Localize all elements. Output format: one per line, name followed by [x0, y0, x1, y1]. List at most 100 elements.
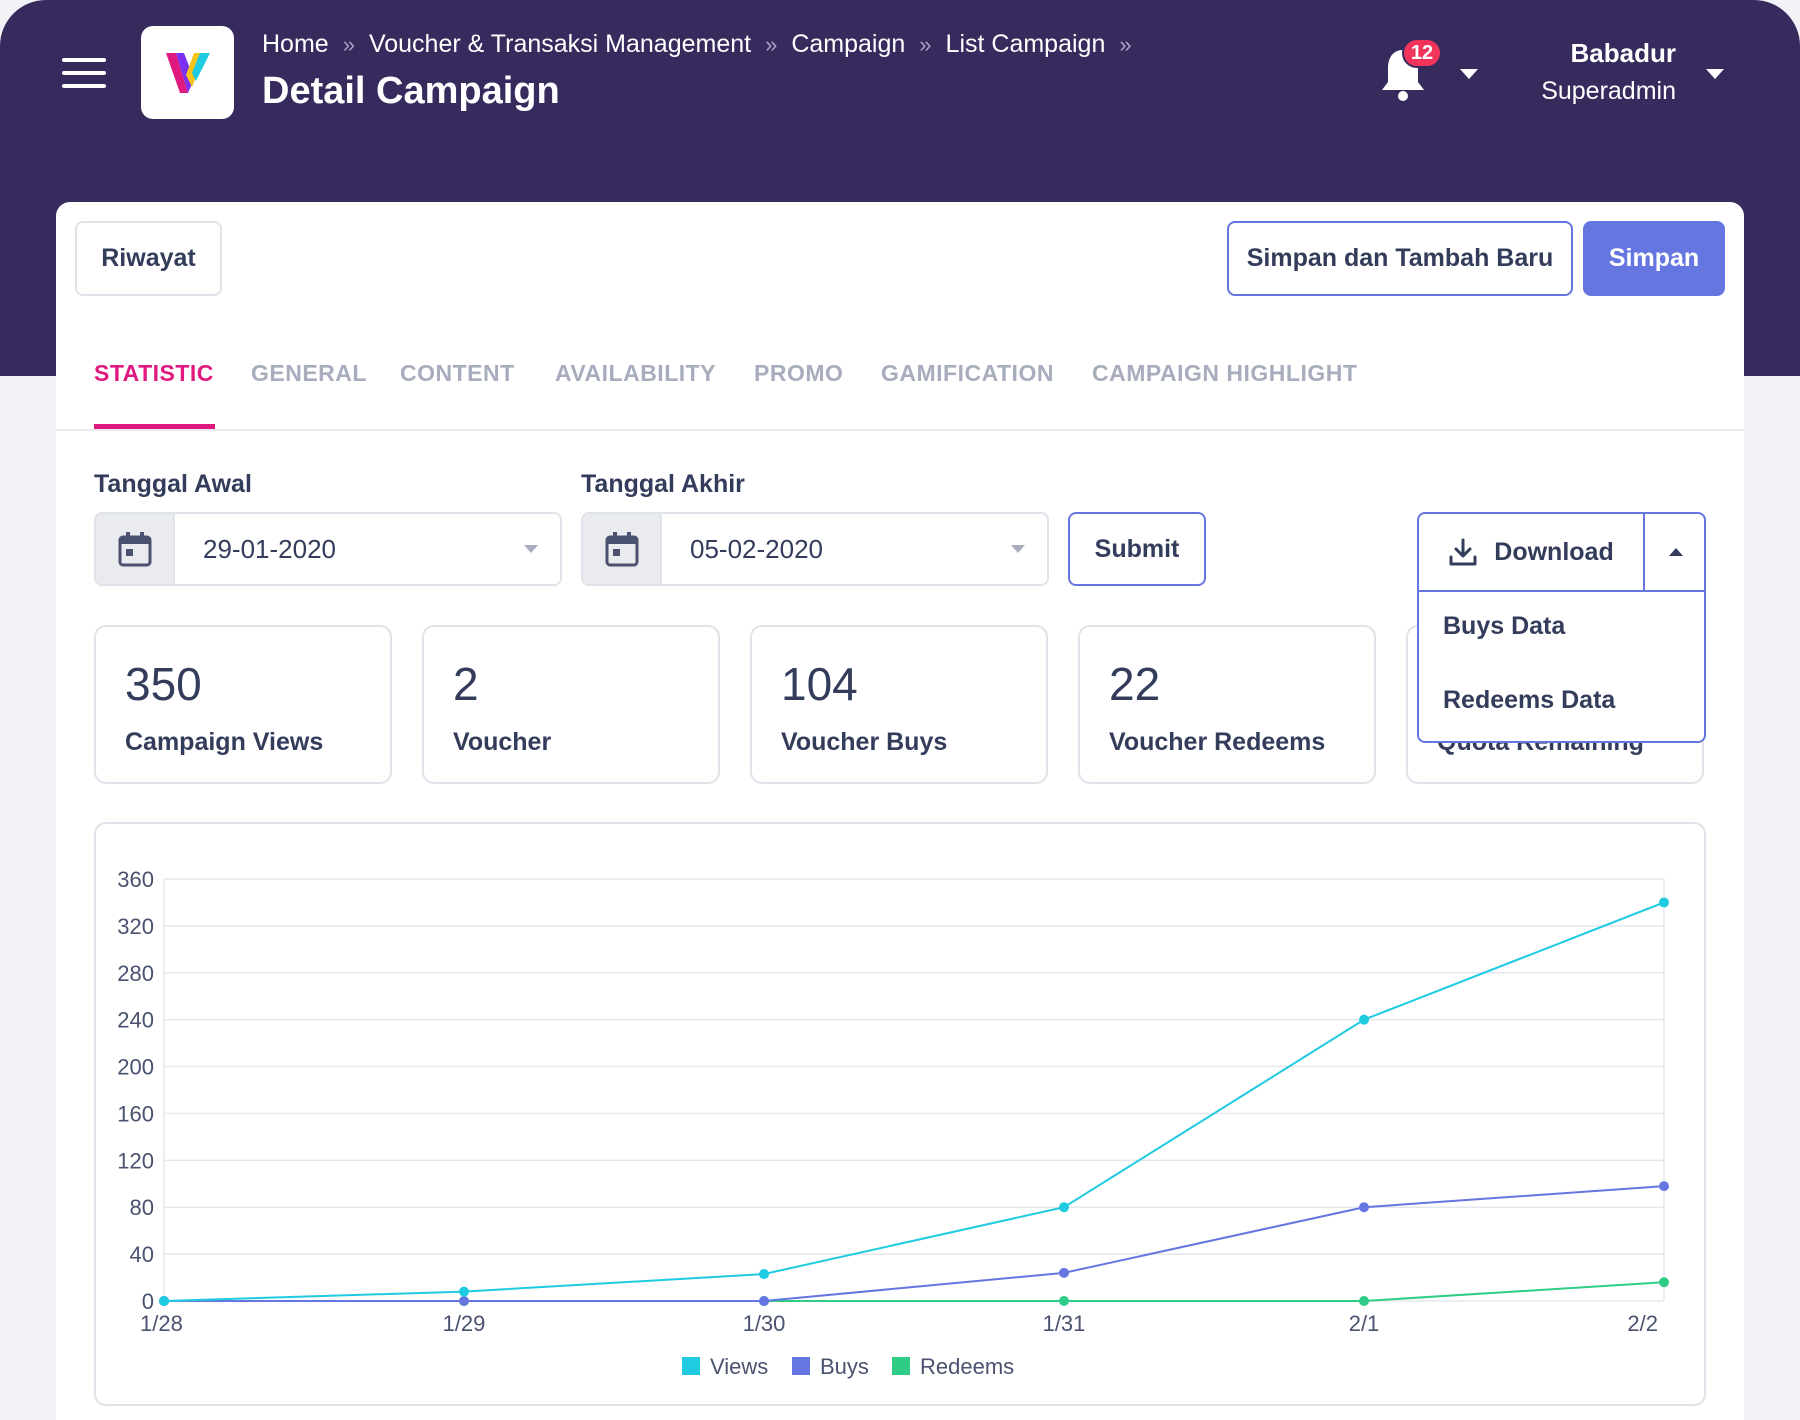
- end-date-field[interactable]: 05-02-2020: [581, 512, 1049, 586]
- x-tick-label: 1/29: [443, 1311, 486, 1336]
- x-tick-label: 1/31: [1043, 1311, 1086, 1336]
- tab-bar: STATISTIC GENERAL CONTENT AVAILABILITY P…: [56, 326, 1744, 431]
- series-line-views: [163, 901, 1665, 1302]
- download-icon: [1449, 538, 1477, 566]
- notification-chevron-down-icon[interactable]: [1460, 69, 1478, 79]
- download-button-group: Download: [1419, 514, 1704, 592]
- stat-value: 104: [781, 658, 858, 710]
- data-point-views: [1659, 897, 1669, 908]
- start-date-value: 29-01-2020: [203, 533, 336, 564]
- x-tick-label: 2/1: [1349, 1311, 1380, 1336]
- download-option-buys-data[interactable]: Buys Data: [1443, 612, 1566, 640]
- legend-swatch-redeems: [892, 1357, 910, 1375]
- data-point-redeems: [1359, 1296, 1369, 1306]
- hamburger-menu-icon[interactable]: [62, 58, 106, 88]
- series-line-buys: [164, 1185, 1665, 1302]
- tab-content[interactable]: CONTENT: [400, 360, 515, 386]
- statistic-line-chart: 0 40 80 120 160 200 240 280 320 360 1/28 1/29 1/30 1/…: [117, 867, 1669, 1379]
- stat-value: 350: [125, 658, 202, 710]
- y-tick-label: 360: [117, 867, 154, 892]
- stat-label: Voucher Buys: [781, 728, 948, 756]
- save-button[interactable]: Simpan: [1583, 221, 1725, 296]
- breadcrumb-campaign[interactable]: Campaign: [791, 30, 906, 58]
- data-point-buys: [1659, 1181, 1669, 1192]
- legend-label-redeems: Redeems: [920, 1354, 1014, 1379]
- y-tick-label: 0: [142, 1289, 154, 1314]
- breadcrumb-voucher-management[interactable]: Voucher & Transaksi Management: [368, 30, 752, 58]
- y-tick-label: 120: [117, 1148, 154, 1173]
- series-line-redeems: [164, 1281, 1665, 1302]
- end-date-chevron-down-icon: [1011, 545, 1025, 553]
- breadcrumb-separator: »: [919, 31, 932, 57]
- x-tick-label: 1/28: [140, 1311, 183, 1336]
- stat-value: 2: [453, 658, 479, 710]
- stat-card-campaign-views: 350 Campaign Views: [94, 625, 392, 784]
- breadcrumb-separator: »: [342, 31, 355, 57]
- end-date-icon-box: [583, 514, 662, 584]
- breadcrumb: Home » Voucher & Transaksi Management » …: [262, 30, 1146, 59]
- chevron-up-icon: [1668, 548, 1683, 556]
- data-point-buys: [1059, 1267, 1069, 1278]
- download-button[interactable]: Download: [1419, 514, 1643, 590]
- data-point-buys: [459, 1296, 469, 1306]
- data-point-redeems: [1059, 1296, 1069, 1306]
- app-logo[interactable]: [141, 26, 234, 119]
- user-role: Superadmin: [1541, 77, 1676, 105]
- data-point-buys: [1359, 1202, 1369, 1213]
- detail-card: Riwayat Simpan dan Tambah Baru Simpan ST…: [56, 202, 1744, 1420]
- end-date-label: Tanggal Akhir: [581, 470, 745, 498]
- download-label: Download: [1494, 537, 1614, 566]
- start-date-field[interactable]: 29-01-2020: [94, 512, 562, 586]
- user-menu-chevron-down-icon[interactable]: [1706, 69, 1724, 79]
- download-dropdown: Download Buys Data Redeems Data: [1417, 512, 1706, 743]
- calendar-icon: [605, 532, 638, 567]
- legend-swatch-buys: [792, 1357, 810, 1375]
- tab-promo[interactable]: PROMO: [754, 360, 844, 386]
- calendar-icon: [118, 532, 151, 567]
- stat-label: Voucher: [453, 728, 552, 756]
- tab-statistic[interactable]: STATISTIC: [94, 360, 214, 386]
- save-and-add-button[interactable]: Simpan dan Tambah Baru: [1227, 221, 1573, 296]
- start-date-chevron-down-icon: [524, 545, 538, 553]
- end-date-value: 05-02-2020: [690, 533, 823, 564]
- legend-label-views: Views: [710, 1354, 768, 1379]
- data-point-views: [159, 1296, 169, 1306]
- tab-gamification[interactable]: GAMIFICATION: [881, 360, 1054, 386]
- breadcrumb-separator: »: [765, 31, 778, 57]
- legend-label-buys: Buys: [820, 1354, 869, 1379]
- data-point-views: [1359, 1014, 1369, 1025]
- stat-value: 22: [1109, 658, 1161, 710]
- x-tick-label: 1/30: [743, 1311, 786, 1336]
- stat-card-voucher-redeems: 22 Voucher Redeems: [1078, 625, 1376, 784]
- data-point-redeems: [1659, 1277, 1669, 1288]
- download-option-redeems-data[interactable]: Redeems Data: [1443, 686, 1616, 714]
- user-name[interactable]: Babadur: [1570, 38, 1676, 68]
- download-toggle[interactable]: [1643, 514, 1706, 590]
- y-tick-label: 320: [117, 914, 154, 939]
- y-tick-label: 40: [130, 1242, 154, 1267]
- data-point-views: [759, 1269, 769, 1280]
- legend-swatch-views: [682, 1357, 700, 1375]
- y-tick-label: 280: [117, 961, 154, 986]
- page-title: Detail Campaign: [262, 70, 560, 112]
- tab-availability[interactable]: AVAILABILITY: [555, 360, 717, 386]
- data-point-views: [459, 1286, 469, 1297]
- breadcrumb-separator: »: [1119, 31, 1132, 57]
- data-point-views: [1059, 1202, 1069, 1213]
- statistic-chart-card: 0 40 80 120 160 200 240 280 320 360 1/28 1/29 1/30 1/…: [94, 822, 1706, 1406]
- stat-label: Voucher Redeems: [1109, 728, 1326, 756]
- submit-button[interactable]: Submit: [1068, 512, 1206, 586]
- riwayat-button[interactable]: Riwayat: [75, 221, 222, 296]
- stat-label: Campaign Views: [125, 728, 324, 756]
- breadcrumb-home[interactable]: Home: [262, 30, 329, 58]
- tab-general[interactable]: GENERAL: [251, 360, 367, 386]
- breadcrumb-list-campaign[interactable]: List Campaign: [945, 30, 1106, 58]
- y-tick-label: 240: [117, 1008, 154, 1033]
- stat-card-voucher-buys: 104 Voucher Buys: [750, 625, 1048, 784]
- logo-v-icon: [165, 52, 210, 93]
- start-date-icon-box: [96, 514, 175, 584]
- y-tick-label: 80: [130, 1195, 154, 1220]
- y-tick-label: 160: [117, 1101, 154, 1126]
- tab-campaign-highlight[interactable]: CAMPAIGN HIGHLIGHT: [1092, 360, 1358, 386]
